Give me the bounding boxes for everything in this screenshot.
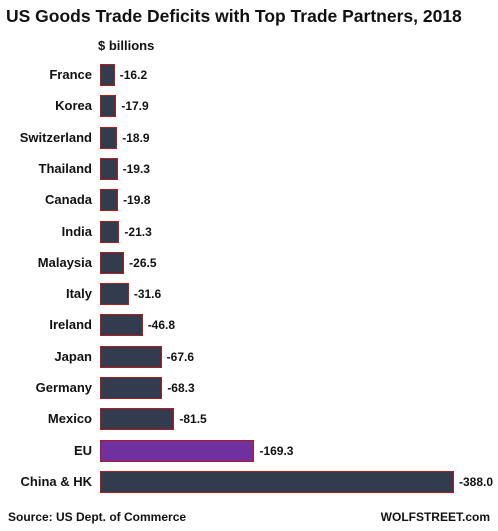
value-label-thailand: -19.3 [122,161,150,176]
category-label-switzerland: Switzerland [19,129,92,145]
value-label-india: -21.3 [124,224,152,239]
bar-malaysia [100,251,125,274]
bar-korea [100,95,117,118]
category-label-eu: EU [73,442,92,458]
category-label-thailand: Thailand [38,160,92,176]
value-label-ireland: -46.8 [147,318,176,333]
category-label-germany: Germany [35,380,92,395]
bar-china-hk [100,470,454,493]
category-label-korea: Korea [55,98,92,114]
category-label-japan: Japan [54,348,92,364]
category-label-mexico: Mexico [47,411,92,427]
category-label-canada: Canada [45,192,92,208]
bar-india [100,220,120,243]
bar-eu [100,439,255,462]
value-label-switzerland: -18.9 [122,130,150,145]
value-label-france: -16.2 [119,68,148,82]
bar-france [100,64,115,86]
category-label-italy: Italy [65,286,92,302]
bar-mexico [100,408,175,431]
bar-japan [100,345,162,368]
value-label-eu: -169.3 [259,443,294,458]
brand-label: WOLFSTREET.com [380,510,490,524]
category-label-ireland: Ireland [49,317,92,333]
value-label-japan: -67.6 [166,349,195,364]
bar-thailand [100,157,118,180]
category-label-india: India [61,223,92,239]
value-label-korea: -17.9 [121,99,149,114]
bar-ireland [100,314,143,337]
bar-switzerland [100,126,118,149]
unit-label: $ billions [98,38,155,53]
bar-italy [100,283,129,306]
category-label-malaysia: Malaysia [37,254,92,270]
source-note: Source: US Dept. of Commerce [8,510,187,524]
category-label-france: France [49,67,92,82]
value-label-malaysia: -26.5 [129,255,157,270]
value-label-canada: -19.8 [123,193,151,208]
chart-title: US Goods Trade Deficits with Top Trade P… [6,6,462,26]
value-label-germany: -68.3 [167,381,195,395]
value-label-italy: -31.6 [133,287,162,302]
value-label-mexico: -81.5 [179,412,207,427]
bar-canada [100,189,119,212]
bar-germany [100,377,163,399]
category-label-china-hk: China & HK [20,473,93,489]
value-label-china-hk: -388.0 [459,474,494,489]
